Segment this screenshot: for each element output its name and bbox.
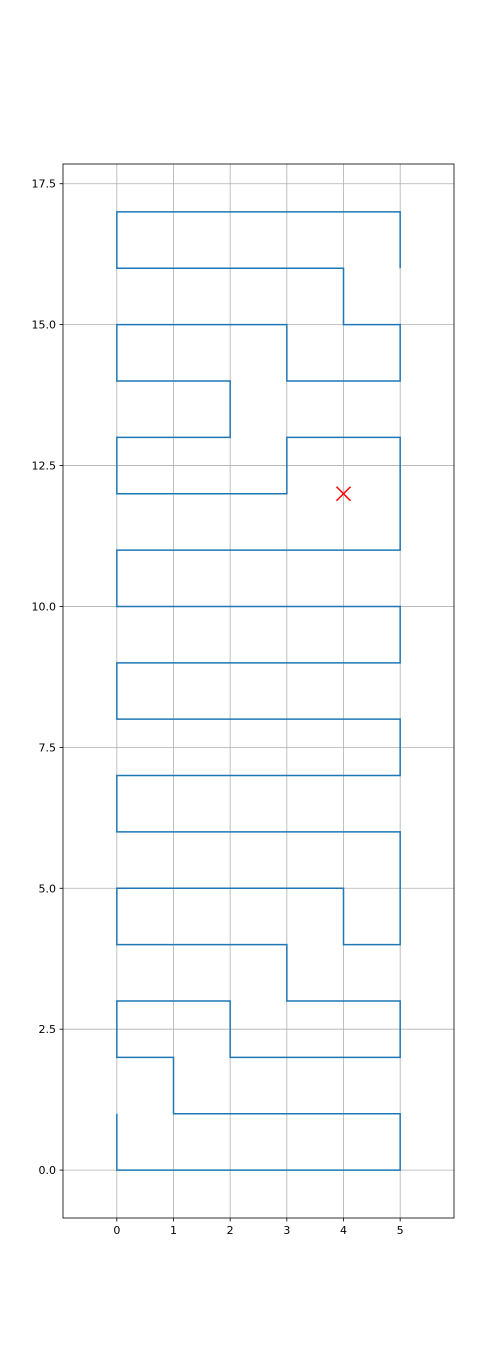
x-marker	[335, 486, 352, 502]
x-tick-label: 4	[340, 1224, 347, 1237]
y-tick-label: 5.0	[39, 882, 57, 895]
maze-path-line	[116, 211, 401, 1171]
y-tick-label: 15.0	[32, 319, 57, 332]
y-tick-label: 0.0	[39, 1164, 57, 1177]
y-tick-label: 17.5	[32, 178, 57, 191]
y-tick-label: 10.0	[32, 600, 57, 613]
y-axis-ticks: 0.0 2.5 5.0 7.5 10.0 12.5 15.0 17.5	[32, 178, 63, 1177]
x-tick-label: 5	[397, 1224, 404, 1237]
x-axis-ticks: 0 1 2 3 4 5	[113, 1218, 404, 1237]
y-tick-label: 12.5	[32, 460, 57, 473]
y-tick-label: 2.5	[39, 1023, 57, 1036]
x-tick-label: 2	[227, 1224, 234, 1237]
y-tick-label: 7.5	[39, 741, 57, 754]
markers-layer	[335, 486, 352, 502]
x-tick-label: 1	[170, 1224, 177, 1237]
plot-frame	[62, 163, 455, 1219]
series-layer	[116, 211, 401, 1171]
x-tick-label: 3	[283, 1224, 290, 1237]
x-tick-label: 0	[113, 1224, 120, 1237]
